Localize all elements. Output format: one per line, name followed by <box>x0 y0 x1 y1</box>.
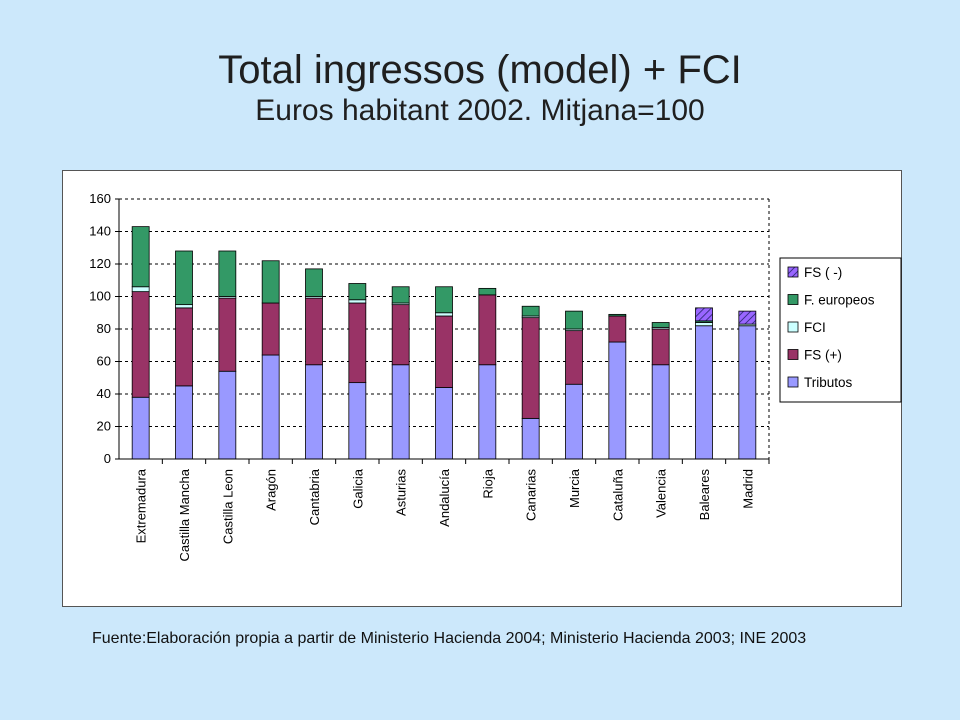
bar-fci <box>435 312 453 317</box>
bar-tributos <box>521 417 540 460</box>
y-tick-label: 100 <box>89 289 111 304</box>
bar-f-europeos <box>435 286 453 314</box>
bar-f-europeos <box>608 313 627 317</box>
legend-swatch <box>787 321 799 333</box>
plot-area: 0 20 40 60 80 100 120 140 160 Extremadura Castilla… <box>89 191 770 562</box>
bar-tributos <box>131 396 150 460</box>
bar-fs <box>131 291 150 398</box>
source-note: Fuente:Elaboración propia a partir de Mi… <box>92 630 807 647</box>
bar-fs <box>651 328 670 366</box>
bar-tributos <box>608 341 627 460</box>
bar-fs <box>478 294 497 366</box>
legend-label: Tributos <box>804 375 853 390</box>
bar-tributos <box>565 383 583 460</box>
bar-f-europeos <box>651 322 670 328</box>
bar-tributos <box>175 385 193 460</box>
x-tick-label: Valencia <box>654 468 669 518</box>
x-tick-label: Cantabria <box>307 468 322 525</box>
bar-fs <box>348 302 367 384</box>
bar-fs <box>305 297 323 366</box>
bar-fs <box>695 307 713 322</box>
bar-fs <box>175 307 193 387</box>
x-tick-label: Extremadura <box>134 468 149 543</box>
x-tick-label: Madrid <box>740 469 755 509</box>
bar-tributos <box>261 354 280 460</box>
bar-tributos <box>435 387 453 460</box>
chart-subtitle: Euros habitant 2002. Mitjana=100 <box>255 94 705 127</box>
bar-fs <box>608 315 627 343</box>
legend-swatch <box>787 266 799 278</box>
bar-fs <box>391 304 410 366</box>
bar-f-europeos <box>218 250 237 297</box>
chart-title: Total ingressos (model) + FCI <box>218 48 742 92</box>
bar-tributos <box>391 364 410 460</box>
x-tick-label: Andalucía <box>437 468 452 527</box>
x-tick-label: Canarias <box>524 469 539 522</box>
legend-label: FCI <box>804 320 826 335</box>
y-tick-label: 80 <box>97 321 111 336</box>
bar-fs <box>565 330 583 385</box>
x-tick-label: Murcia <box>567 468 582 508</box>
legend-swatch <box>787 349 799 360</box>
legend-box <box>779 257 902 403</box>
y-tick-label: 40 <box>97 386 111 401</box>
bar-f-europeos <box>521 305 540 317</box>
bar-fs <box>261 302 280 356</box>
x-tick-label: Galicia <box>350 468 365 509</box>
bar-f-europeos <box>175 250 193 306</box>
bar-fci <box>695 322 713 327</box>
bar-tributos <box>348 382 367 460</box>
y-tick-label: 120 <box>89 256 111 271</box>
x-tick-label: Baleares <box>697 469 712 521</box>
legend-swatch <box>787 376 799 388</box>
x-tick-label: Castilla Leon <box>220 469 235 544</box>
y-tick-label: 0 <box>104 451 111 466</box>
x-tick-label: Rioja <box>480 468 495 498</box>
legend-label: FS ( -) <box>804 265 842 280</box>
bar-fci <box>131 286 150 293</box>
x-tick-label: Castilla Mancha <box>177 468 192 561</box>
bar-tributos <box>478 364 497 460</box>
bar-f-europeos <box>131 226 150 288</box>
bar-fs <box>738 310 757 325</box>
y-tick-label: 160 <box>89 191 111 206</box>
bar-f-europeos <box>478 287 497 296</box>
bar-fs <box>521 317 540 419</box>
title-block: Total ingressos (model) + FCI Euros habi… <box>0 46 960 128</box>
bar-fs <box>435 315 453 388</box>
bar-tributos <box>695 325 713 460</box>
x-tick-label: Asturias <box>394 469 409 516</box>
legend-label: F. europeos <box>804 293 875 308</box>
chart-panel: 0 20 40 60 80 100 120 140 160 Extremadura Castilla… <box>62 170 902 607</box>
bar-tributos <box>738 325 757 460</box>
bar-f-europeos <box>565 310 583 330</box>
y-tick-label: 60 <box>97 354 111 369</box>
bar-fs <box>218 297 237 372</box>
y-tick-label: 20 <box>97 419 111 434</box>
x-tick-label: Aragón <box>264 469 279 511</box>
bar-f-europeos <box>261 260 280 304</box>
bar-fci <box>175 304 193 309</box>
bar-f-europeos <box>348 283 367 301</box>
legend-swatch <box>787 294 799 305</box>
bar-tributos <box>651 364 670 460</box>
bar-f-europeos <box>305 268 323 297</box>
legend: FS ( -) F. europeos FCI FS (+) Tributos <box>779 257 902 403</box>
bar-f-europeos <box>391 286 410 304</box>
bar-tributos <box>305 364 323 460</box>
y-tick-label: 140 <box>89 224 111 239</box>
legend-label: FS (+) <box>804 348 842 363</box>
x-tick-label: Cataluña <box>610 468 625 521</box>
stacked-bar-chart: 0 20 40 60 80 100 120 140 160 Extremadura Castilla… <box>89 191 902 562</box>
bar-fci <box>348 299 367 304</box>
bar-tributos <box>218 370 237 460</box>
